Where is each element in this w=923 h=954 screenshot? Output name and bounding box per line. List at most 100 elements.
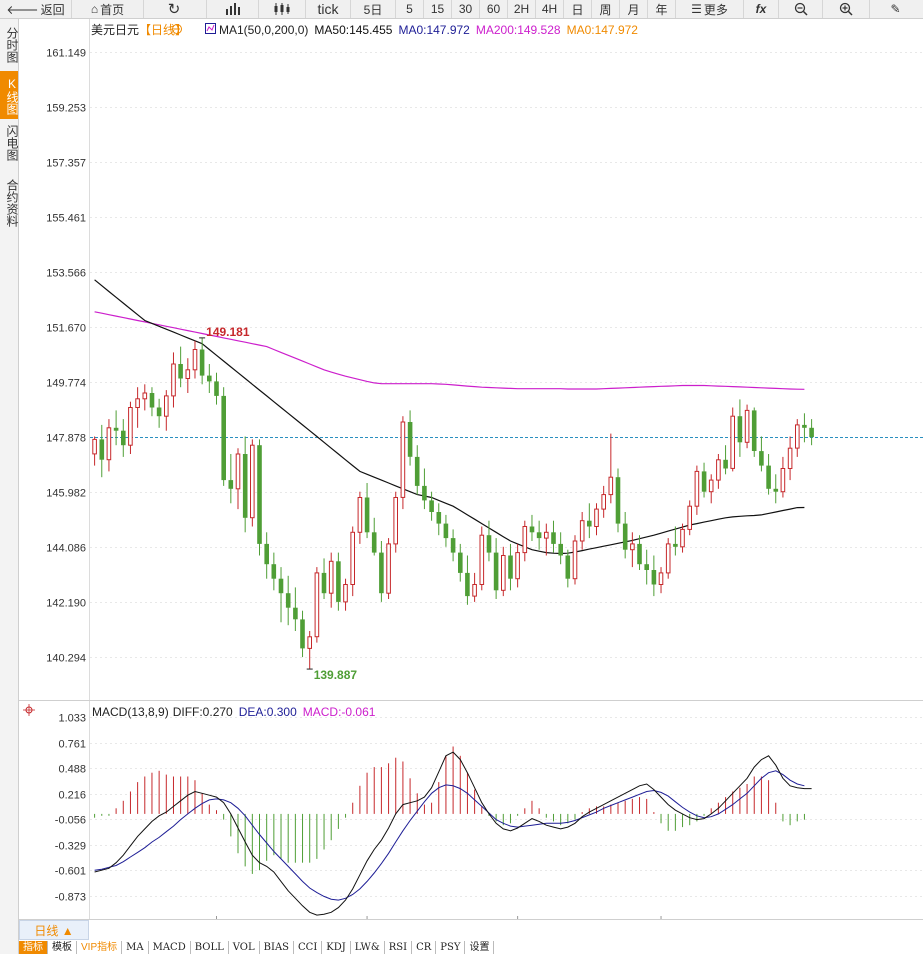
home-button[interactable]: ⌂ 首页: [72, 0, 144, 18]
indicator-tab-kdj[interactable]: KDJ: [322, 941, 351, 954]
candle-body: [336, 561, 341, 602]
candle-body: [658, 572, 664, 586]
indicator-tab-settings[interactable]: 设置: [465, 941, 495, 954]
candle-body: [651, 570, 657, 585]
candle-body: [708, 479, 714, 493]
candle-body: [809, 427, 814, 438]
candle-body: [257, 445, 262, 544]
price-tick-label: 145.982: [46, 488, 86, 500]
candle-body: [113, 427, 119, 431]
period-day-button[interactable]: 日: [564, 0, 592, 18]
candle-body: [199, 349, 205, 376]
candle-body: [773, 488, 779, 492]
candle-body: [422, 485, 427, 501]
tab-contract-info[interactable]: 合约资料: [5, 179, 19, 227]
formula-button[interactable]: fx: [744, 0, 779, 18]
five-day-button[interactable]: 5日: [351, 0, 396, 18]
candle-body: [486, 535, 492, 553]
period-15-button[interactable]: 15: [424, 0, 452, 18]
indicator-tab-ma[interactable]: MA: [122, 941, 149, 954]
indicator-tab-cr[interactable]: CR: [412, 941, 437, 954]
price-tick-label: 161.149: [46, 48, 86, 60]
period-5-button[interactable]: 5: [396, 0, 424, 18]
kline-chart[interactable]: 161.149 159.253 157.357 155.461 153.566 151.6…: [19, 19, 923, 920]
candle-body: [250, 444, 255, 519]
tick-button[interactable]: tick: [306, 0, 351, 18]
indicator-tab-template[interactable]: 模板: [48, 941, 77, 954]
candle-body: [472, 584, 477, 597]
indicator-tab-psy[interactable]: PSY: [436, 941, 466, 954]
ma0-value: MA0:147.972: [398, 23, 470, 37]
price-tick-label: 147.878: [46, 433, 86, 445]
candle-body: [630, 543, 635, 551]
candle-body: [379, 552, 384, 594]
period-selector-button[interactable]: 日线 ▲: [19, 920, 89, 940]
zoom-in-button[interactable]: [823, 0, 870, 18]
period-month-button[interactable]: 月: [620, 0, 648, 18]
candlestick-icon: [274, 3, 290, 15]
ma50-value: MA50:145.455: [314, 23, 392, 37]
candle-body: [371, 532, 377, 553]
ma50-line: [94, 279, 805, 555]
ma200-line: [94, 311, 805, 390]
candle-body: [271, 564, 277, 579]
macd-dea-value: DEA:0.300: [239, 705, 297, 719]
indicator-tab-boll[interactable]: BOLL: [191, 941, 229, 954]
indicator-tab-index[interactable]: 指标: [19, 941, 48, 954]
indicator-tab-vol[interactable]: VOL: [229, 941, 260, 954]
candle-body: [178, 364, 183, 379]
candle-body: [436, 512, 442, 524]
candle-body: [551, 532, 556, 544]
indicator-tab-bias[interactable]: BIAS: [260, 941, 295, 954]
zoom-out-icon: [794, 2, 808, 16]
macd-settings-icon[interactable]: [23, 704, 35, 716]
price-tick-label: 153.566: [46, 268, 86, 280]
price-tick-label: 149.774: [46, 378, 86, 390]
candle-body: [393, 497, 398, 545]
more-button[interactable]: ☰ 更多: [676, 0, 744, 18]
indicator-tab-macd[interactable]: MACD: [149, 941, 191, 954]
back-button[interactable]: 🡐 返回: [0, 0, 72, 18]
ma200-value: MA200:149.528: [476, 23, 561, 37]
indicator-tab-vip[interactable]: VIP指标: [77, 941, 123, 954]
candle-body: [92, 438, 97, 455]
candle-body: [414, 456, 420, 486]
candle-button[interactable]: [259, 0, 306, 18]
minimize-icon[interactable]: [172, 24, 182, 34]
candle-body: [501, 555, 506, 591]
indicator-tab-lw[interactable]: LW&: [351, 941, 385, 954]
price-tick-label: 155.461: [46, 213, 86, 225]
zoom-out-button[interactable]: [779, 0, 823, 18]
period-week-button[interactable]: 周: [592, 0, 620, 18]
candle-body: [558, 543, 563, 556]
period-year-button[interactable]: 年: [648, 0, 676, 18]
ma0-value-2: MA0:147.972: [567, 23, 639, 37]
candle-body: [587, 520, 592, 527]
refresh-button[interactable]: ↻: [144, 0, 207, 18]
candle-body: [787, 447, 793, 470]
period-4h-button[interactable]: 4H: [536, 0, 564, 18]
indicator-tab-cci[interactable]: CCI: [294, 941, 323, 954]
bar-chart-button[interactable]: [207, 0, 259, 18]
candle-body: [694, 470, 700, 507]
candle-body: [321, 572, 327, 594]
candle-body: [766, 465, 771, 489]
period-30-button[interactable]: 30: [452, 0, 480, 18]
candle-body: [594, 508, 599, 528]
tab-flash-chart[interactable]: 闪电图: [5, 125, 19, 161]
candle-body: [314, 572, 320, 638]
candle-body: [293, 607, 298, 620]
candle-body: [601, 494, 607, 510]
candle-body: [515, 552, 520, 580]
tab-kline[interactable]: K线图: [0, 71, 19, 119]
macd-tick-label: 1.033: [58, 713, 86, 725]
macd-label: MACD(13,8,9): [92, 705, 169, 719]
tab-time-sharing[interactable]: 分时图: [5, 27, 19, 63]
price-tick-label: 140.294: [46, 653, 86, 665]
period-2h-button[interactable]: 2H: [508, 0, 536, 18]
draw-button[interactable]: ✎: [870, 0, 923, 18]
indicator-tab-rsi[interactable]: RSI: [385, 941, 413, 954]
period-60-button[interactable]: 60: [480, 0, 508, 18]
indicator-settings-icon[interactable]: [205, 23, 216, 34]
